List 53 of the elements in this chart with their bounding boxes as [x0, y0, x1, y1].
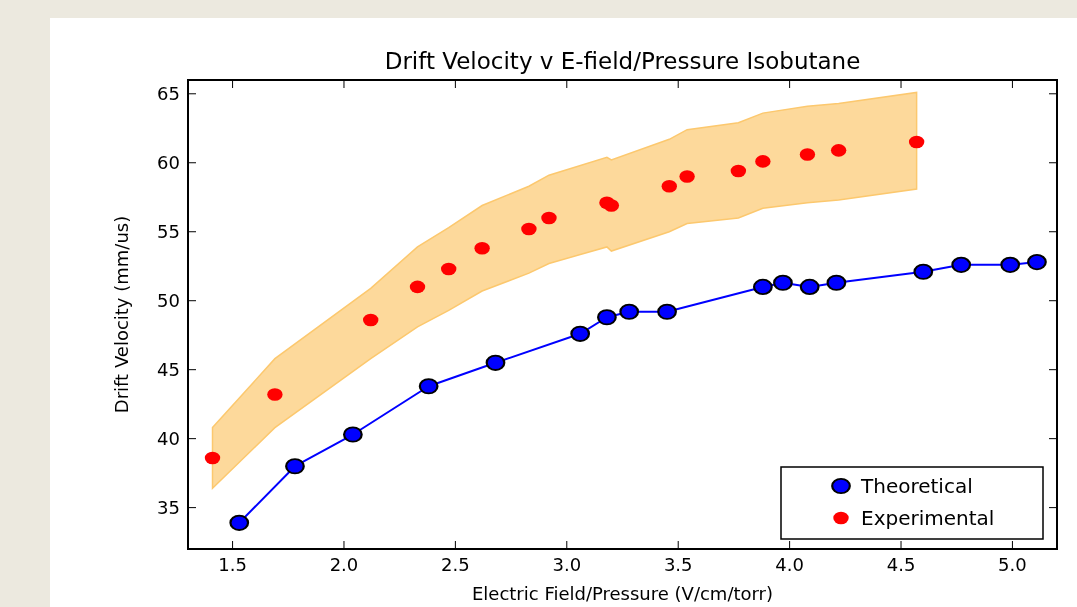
y-tick-label: 60 — [157, 151, 180, 173]
y-tick-label: 35 — [157, 496, 180, 518]
point — [1027, 253, 1047, 271]
point — [1000, 256, 1021, 274]
chart-title: Drift Velocity v E-field/Pressure Isobutane — [384, 48, 861, 74]
point — [597, 309, 617, 326]
point — [908, 135, 925, 149]
y-tick-label: 40 — [157, 427, 180, 449]
point — [755, 155, 771, 168]
y-tick-label: 65 — [157, 82, 180, 104]
point — [441, 262, 457, 276]
point — [343, 426, 363, 443]
point — [951, 256, 971, 274]
x-tick-label: 4.5 — [886, 554, 916, 575]
point — [409, 280, 426, 294]
point — [826, 274, 847, 291]
point — [418, 378, 439, 395]
point — [363, 313, 379, 327]
x-tick-label: 3.5 — [663, 554, 693, 575]
point — [485, 354, 506, 371]
y-axis-title: Drift Velocity (mm/us) — [111, 215, 132, 414]
x-tick-label: 4.0 — [775, 554, 804, 575]
x-tick-label: 1.5 — [218, 554, 247, 575]
x-tick-label: 2.5 — [441, 554, 470, 575]
x-axis-title: Electric Field/Pressure (V/cm/torr) — [471, 583, 774, 604]
point — [267, 388, 283, 401]
point — [229, 514, 250, 531]
point — [204, 451, 221, 465]
point — [474, 242, 490, 255]
y-tick-label: 50 — [157, 289, 180, 311]
y-tick-label: 45 — [157, 358, 180, 380]
point — [541, 211, 557, 225]
point — [799, 278, 820, 296]
point — [285, 458, 305, 475]
point — [730, 164, 747, 178]
point — [657, 303, 677, 320]
point — [830, 144, 847, 157]
point — [570, 325, 590, 342]
x-tick-label: 3.0 — [552, 554, 582, 575]
x-tick-label: 5.0 — [998, 554, 1027, 575]
point — [521, 222, 537, 236]
point — [619, 303, 639, 320]
point — [679, 170, 695, 183]
y-tick-label: 55 — [157, 220, 180, 242]
point — [913, 263, 934, 280]
x-tick-label: 2.0 — [329, 554, 359, 575]
point — [753, 278, 773, 296]
point — [661, 179, 677, 193]
legend-label: Experimental — [861, 506, 995, 530]
legend-label: Theoretical — [860, 474, 973, 498]
point — [799, 148, 816, 161]
point — [773, 274, 793, 291]
point — [603, 199, 620, 212]
